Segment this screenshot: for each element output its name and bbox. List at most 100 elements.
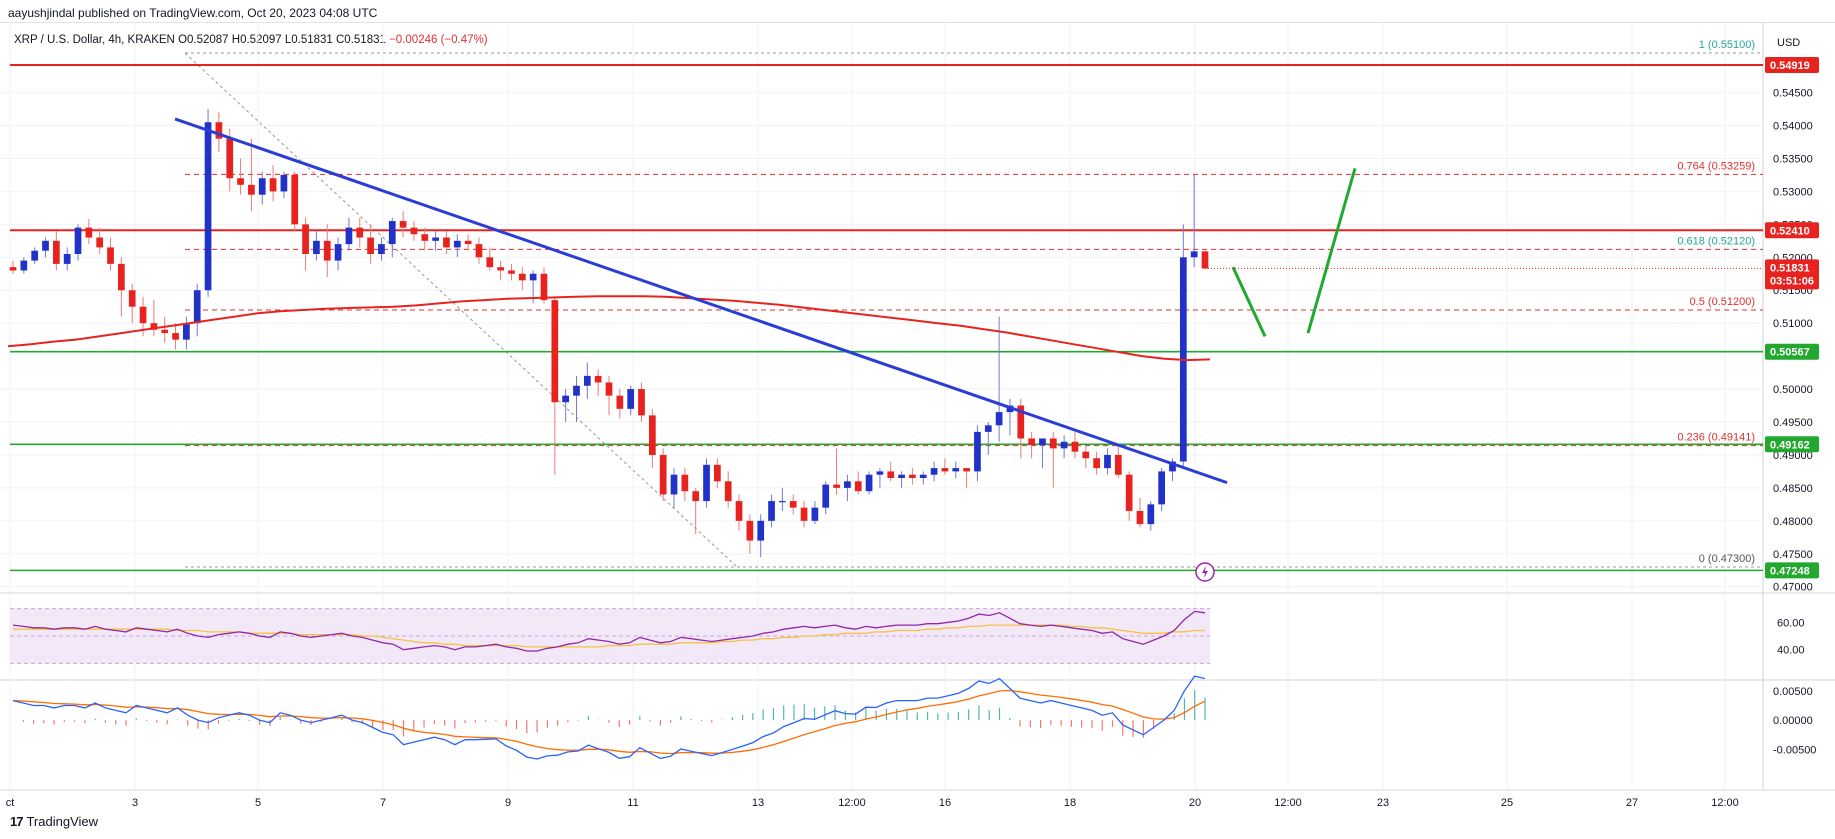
macd-signal-line: [12, 689, 1206, 755]
candle-body: [1060, 441, 1068, 449]
candle-body: [453, 240, 461, 248]
price-tick-label: 0.51000: [1773, 318, 1813, 330]
candle-body: [161, 329, 169, 334]
candle-body: [974, 431, 981, 472]
candle-body: [410, 227, 418, 235]
candle-body: [9, 267, 17, 271]
x-tick-label: 12:00: [1274, 797, 1302, 809]
price-level-badge-label: 0.54919: [1770, 60, 1810, 72]
price-level-badge-label: 0.47248: [1770, 565, 1810, 577]
candle-body: [399, 221, 407, 228]
projection-up-stroke: [1306, 167, 1357, 334]
candle-body: [659, 454, 667, 495]
candle-body: [1017, 405, 1025, 439]
fib-level-label: 0.236 (0.49141): [1677, 432, 1755, 444]
price-tick-label: 0.48500: [1773, 483, 1813, 495]
candle-body: [529, 273, 537, 281]
lightning-icon-glyph: [1202, 566, 1208, 578]
candle-body: [930, 468, 938, 475]
candle-body: [388, 221, 396, 245]
candle-body: [280, 174, 288, 192]
candle-body: [681, 474, 689, 492]
candle-body: [443, 237, 450, 248]
rsi-moving-average-line: [13, 624, 1205, 648]
x-tick-label: 25: [1501, 797, 1513, 809]
candle-body: [995, 412, 1003, 426]
candle-body: [291, 174, 299, 225]
tradingview-logo[interactable]: 17 TradingView: [10, 814, 98, 829]
candle-body: [714, 464, 721, 482]
candle-body: [648, 415, 656, 455]
x-tick-label: 7: [380, 797, 386, 809]
price-tick-label: 0.47000: [1773, 582, 1813, 594]
fib-level-label: 0.5 (0.51200): [1690, 296, 1755, 308]
candle-body: [551, 300, 559, 403]
price-tick-label: 0.49500: [1773, 417, 1813, 429]
candle-body: [367, 237, 374, 254]
candle-body: [226, 138, 234, 179]
candle-body: [258, 178, 266, 195]
candle-body: [984, 425, 992, 432]
candle-body: [865, 474, 873, 492]
candle-body: [605, 382, 613, 396]
candle-body: [811, 507, 819, 521]
candle-body: [172, 333, 179, 340]
fib-level-label: 1 (0.55100): [1699, 39, 1755, 51]
candle-body: [1071, 441, 1079, 452]
candle-body: [779, 501, 786, 503]
price-level-badge: [1765, 222, 1819, 239]
candle-body: [128, 290, 136, 307]
candle-body: [1049, 438, 1057, 449]
candle-body: [183, 323, 190, 340]
candle-body: [941, 468, 949, 472]
price-level-badge: [1765, 436, 1819, 453]
rsi-band: [10, 608, 1210, 664]
candle-body: [703, 464, 710, 502]
candle-body: [302, 224, 309, 254]
macd-tick-label: -0.00500: [1773, 744, 1816, 756]
candle-body: [735, 501, 743, 521]
current-price-label: 0.51831: [1770, 262, 1810, 274]
candle-body: [63, 254, 71, 264]
candle-body: [432, 237, 439, 241]
price-level-badge-label: 0.50567: [1770, 347, 1810, 359]
candle-body: [1028, 438, 1035, 446]
candle-body: [1125, 474, 1133, 511]
candle-body: [74, 227, 82, 254]
candle-body: [800, 507, 808, 521]
candle-body: [594, 375, 602, 383]
candle-body: [20, 260, 28, 271]
candle-body: [963, 468, 970, 472]
moving-average-line: [7, 295, 1211, 362]
x-tick-label: 12:00: [1711, 797, 1739, 809]
price-tick-label: 0.47500: [1773, 549, 1813, 561]
candle-body: [150, 323, 158, 330]
candle-body: [345, 227, 353, 245]
candle-body: [464, 240, 472, 245]
candle-body: [1136, 510, 1144, 525]
candle-body: [269, 178, 277, 192]
price-level-badge: [1765, 56, 1819, 73]
fib-level-label: 0.764 (0.53259): [1677, 160, 1755, 172]
candle-body: [854, 481, 862, 492]
candle-body: [876, 471, 884, 475]
ohlc-values: O0.52087 H0.52097 L0.51831 C0.51831: [178, 34, 386, 46]
candle-body: [1104, 454, 1111, 469]
price-tick-label: 0.50000: [1773, 384, 1813, 396]
candle-body: [757, 520, 765, 541]
top-border: [0, 22, 1835, 23]
candle-body: [421, 234, 429, 241]
x-tick-label: ct: [6, 797, 15, 809]
candle-body: [887, 471, 895, 478]
candle-body: [193, 290, 201, 324]
rsi-tick-label: 60.00: [1777, 617, 1805, 629]
rsi-line: [12, 610, 1206, 652]
candle-body: [1114, 454, 1122, 475]
candle-body: [789, 501, 797, 508]
price-level-badge: [1765, 343, 1819, 360]
change-value: −0.00246 (−0.47%): [389, 34, 488, 46]
price-tick-label: 0.49000: [1773, 450, 1813, 462]
fib-level-label: 0 (0.47300): [1699, 553, 1755, 565]
candle-body: [540, 273, 548, 301]
